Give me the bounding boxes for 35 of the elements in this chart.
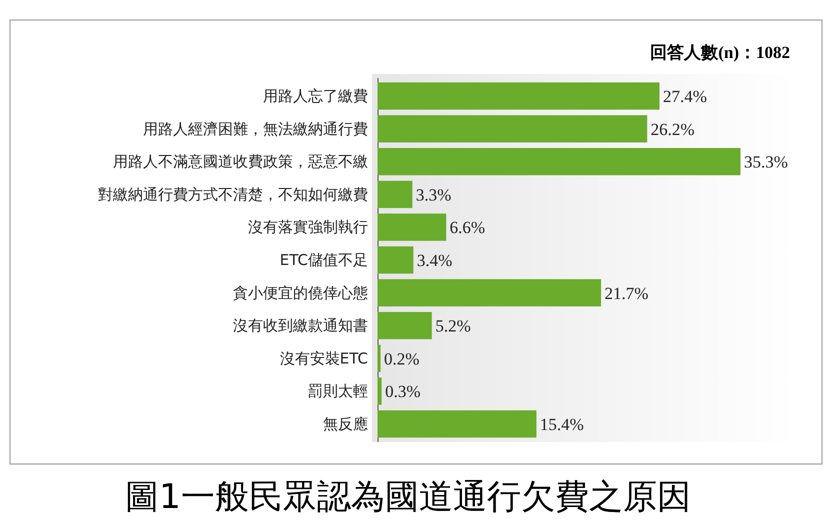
data-label: 0.3% [385, 382, 420, 402]
data-label: 0.2% [384, 349, 420, 368]
y-tick-label: 沒有收到繳款通知書 [233, 316, 368, 335]
data-label: 27.4% [662, 87, 707, 106]
data-label: 3.4% [416, 251, 452, 270]
bar [378, 410, 536, 438]
data-label: 21.7% [604, 284, 648, 303]
y-tick-label: 無反應 [323, 414, 368, 433]
y-tick-label: 貪小便宜的僥倖心態 [233, 284, 368, 302]
bar [378, 312, 432, 340]
bar [378, 279, 602, 306]
data-label: 5.2% [435, 316, 471, 336]
text: 圖1一般民眾認為國道通行欠費之原因 [125, 477, 691, 517]
y-tick-label: 沒有落實強制執行 [248, 218, 368, 236]
y-tick-label: 沒有安裝ETC [280, 349, 368, 368]
data-label: 15.4% [540, 414, 584, 434]
bar [378, 344, 381, 372]
data-label: 3.3% [416, 185, 452, 204]
bar [378, 180, 412, 208]
y-tick-label: ETC儲值不足 [280, 251, 368, 269]
bar [378, 246, 414, 274]
bar [378, 378, 382, 405]
y-tick-label: 罰則太輕 [308, 382, 368, 400]
data-label: 26.2% [650, 120, 695, 139]
y-tick-label: 用路人經濟困難，無法繳納通行費 [143, 120, 368, 138]
y-tick-label: 對繳納通行費方式不清楚，不知如何繳費 [98, 185, 368, 204]
bar [378, 82, 660, 110]
data-label: 6.6% [450, 218, 486, 238]
bar [378, 214, 446, 241]
y-tick-label: 用路人忘了繳費 [263, 87, 368, 106]
bar [378, 115, 648, 142]
bar [378, 148, 740, 176]
y-tick-label: 用路人不滿意國道收費政策，惡意不繳 [113, 152, 368, 171]
data-label: 35.3% [744, 152, 788, 172]
text: 回答人數(n)：1082 [650, 43, 790, 62]
